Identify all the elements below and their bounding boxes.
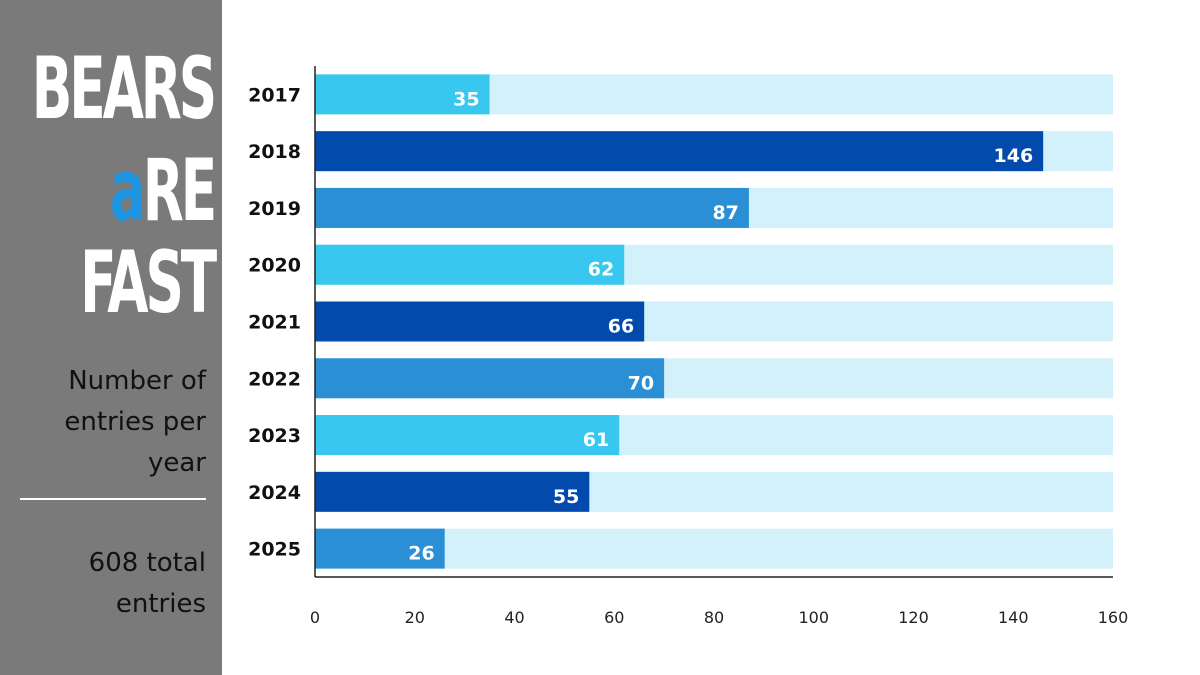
y-tick-label: 2021 (248, 312, 301, 334)
total-line-1: 608 total (88, 548, 206, 578)
bar (315, 131, 1044, 172)
x-tick-label: 20 (405, 608, 425, 627)
subtitle-line-1: Number of (68, 366, 206, 396)
data-label: 70 (628, 372, 654, 394)
x-tick-label: 160 (1098, 608, 1129, 627)
bar (315, 301, 645, 342)
data-label: 61 (583, 429, 609, 451)
y-tick-label: 2020 (248, 255, 301, 277)
sidebar-divider (20, 498, 206, 500)
y-tick-label: 2017 (248, 84, 301, 106)
x-tick-label: 0 (310, 608, 320, 627)
y-tick-label: 2023 (248, 425, 301, 447)
x-tick-label: 40 (504, 608, 524, 627)
bar (315, 415, 620, 456)
x-tick-label: 140 (998, 608, 1029, 627)
y-tick-label: 2019 (248, 198, 301, 220)
logo-accent-letter: a (109, 141, 146, 241)
data-label: 55 (553, 486, 579, 508)
sidebar: BEARS aRE FAST Number of entries per yea… (0, 0, 222, 675)
logo-line-1: BEARS (31, 39, 217, 139)
data-label: 26 (408, 543, 434, 565)
logo-line-3: FAST (80, 233, 217, 333)
data-label: 87 (712, 202, 738, 224)
logo-line-2: aRE (110, 148, 217, 234)
x-tick-label: 60 (604, 608, 624, 627)
data-label: 66 (608, 316, 634, 338)
bar (315, 528, 445, 569)
bar (315, 358, 665, 399)
bar (315, 187, 749, 228)
x-tick-label: 80 (704, 608, 724, 627)
logo-line-2-rest: RE (142, 141, 217, 241)
x-tick-label: 100 (798, 608, 829, 627)
subtitle-line-3: year (147, 448, 206, 478)
y-tick-label: 2024 (248, 482, 301, 504)
y-tick-label: 2018 (248, 141, 301, 163)
bar-track (315, 528, 1113, 569)
y-tick-label: 2022 (248, 368, 301, 390)
x-tick-label: 120 (898, 608, 929, 627)
y-tick-label: 2025 (248, 539, 301, 561)
data-label: 146 (994, 145, 1034, 167)
data-label: 35 (453, 88, 479, 110)
total-line-2: entries (115, 589, 206, 619)
subtitle-line-2: entries per (64, 407, 206, 437)
bar (315, 244, 625, 285)
bar (315, 74, 490, 115)
bar (315, 471, 590, 512)
data-label: 62 (588, 259, 614, 281)
